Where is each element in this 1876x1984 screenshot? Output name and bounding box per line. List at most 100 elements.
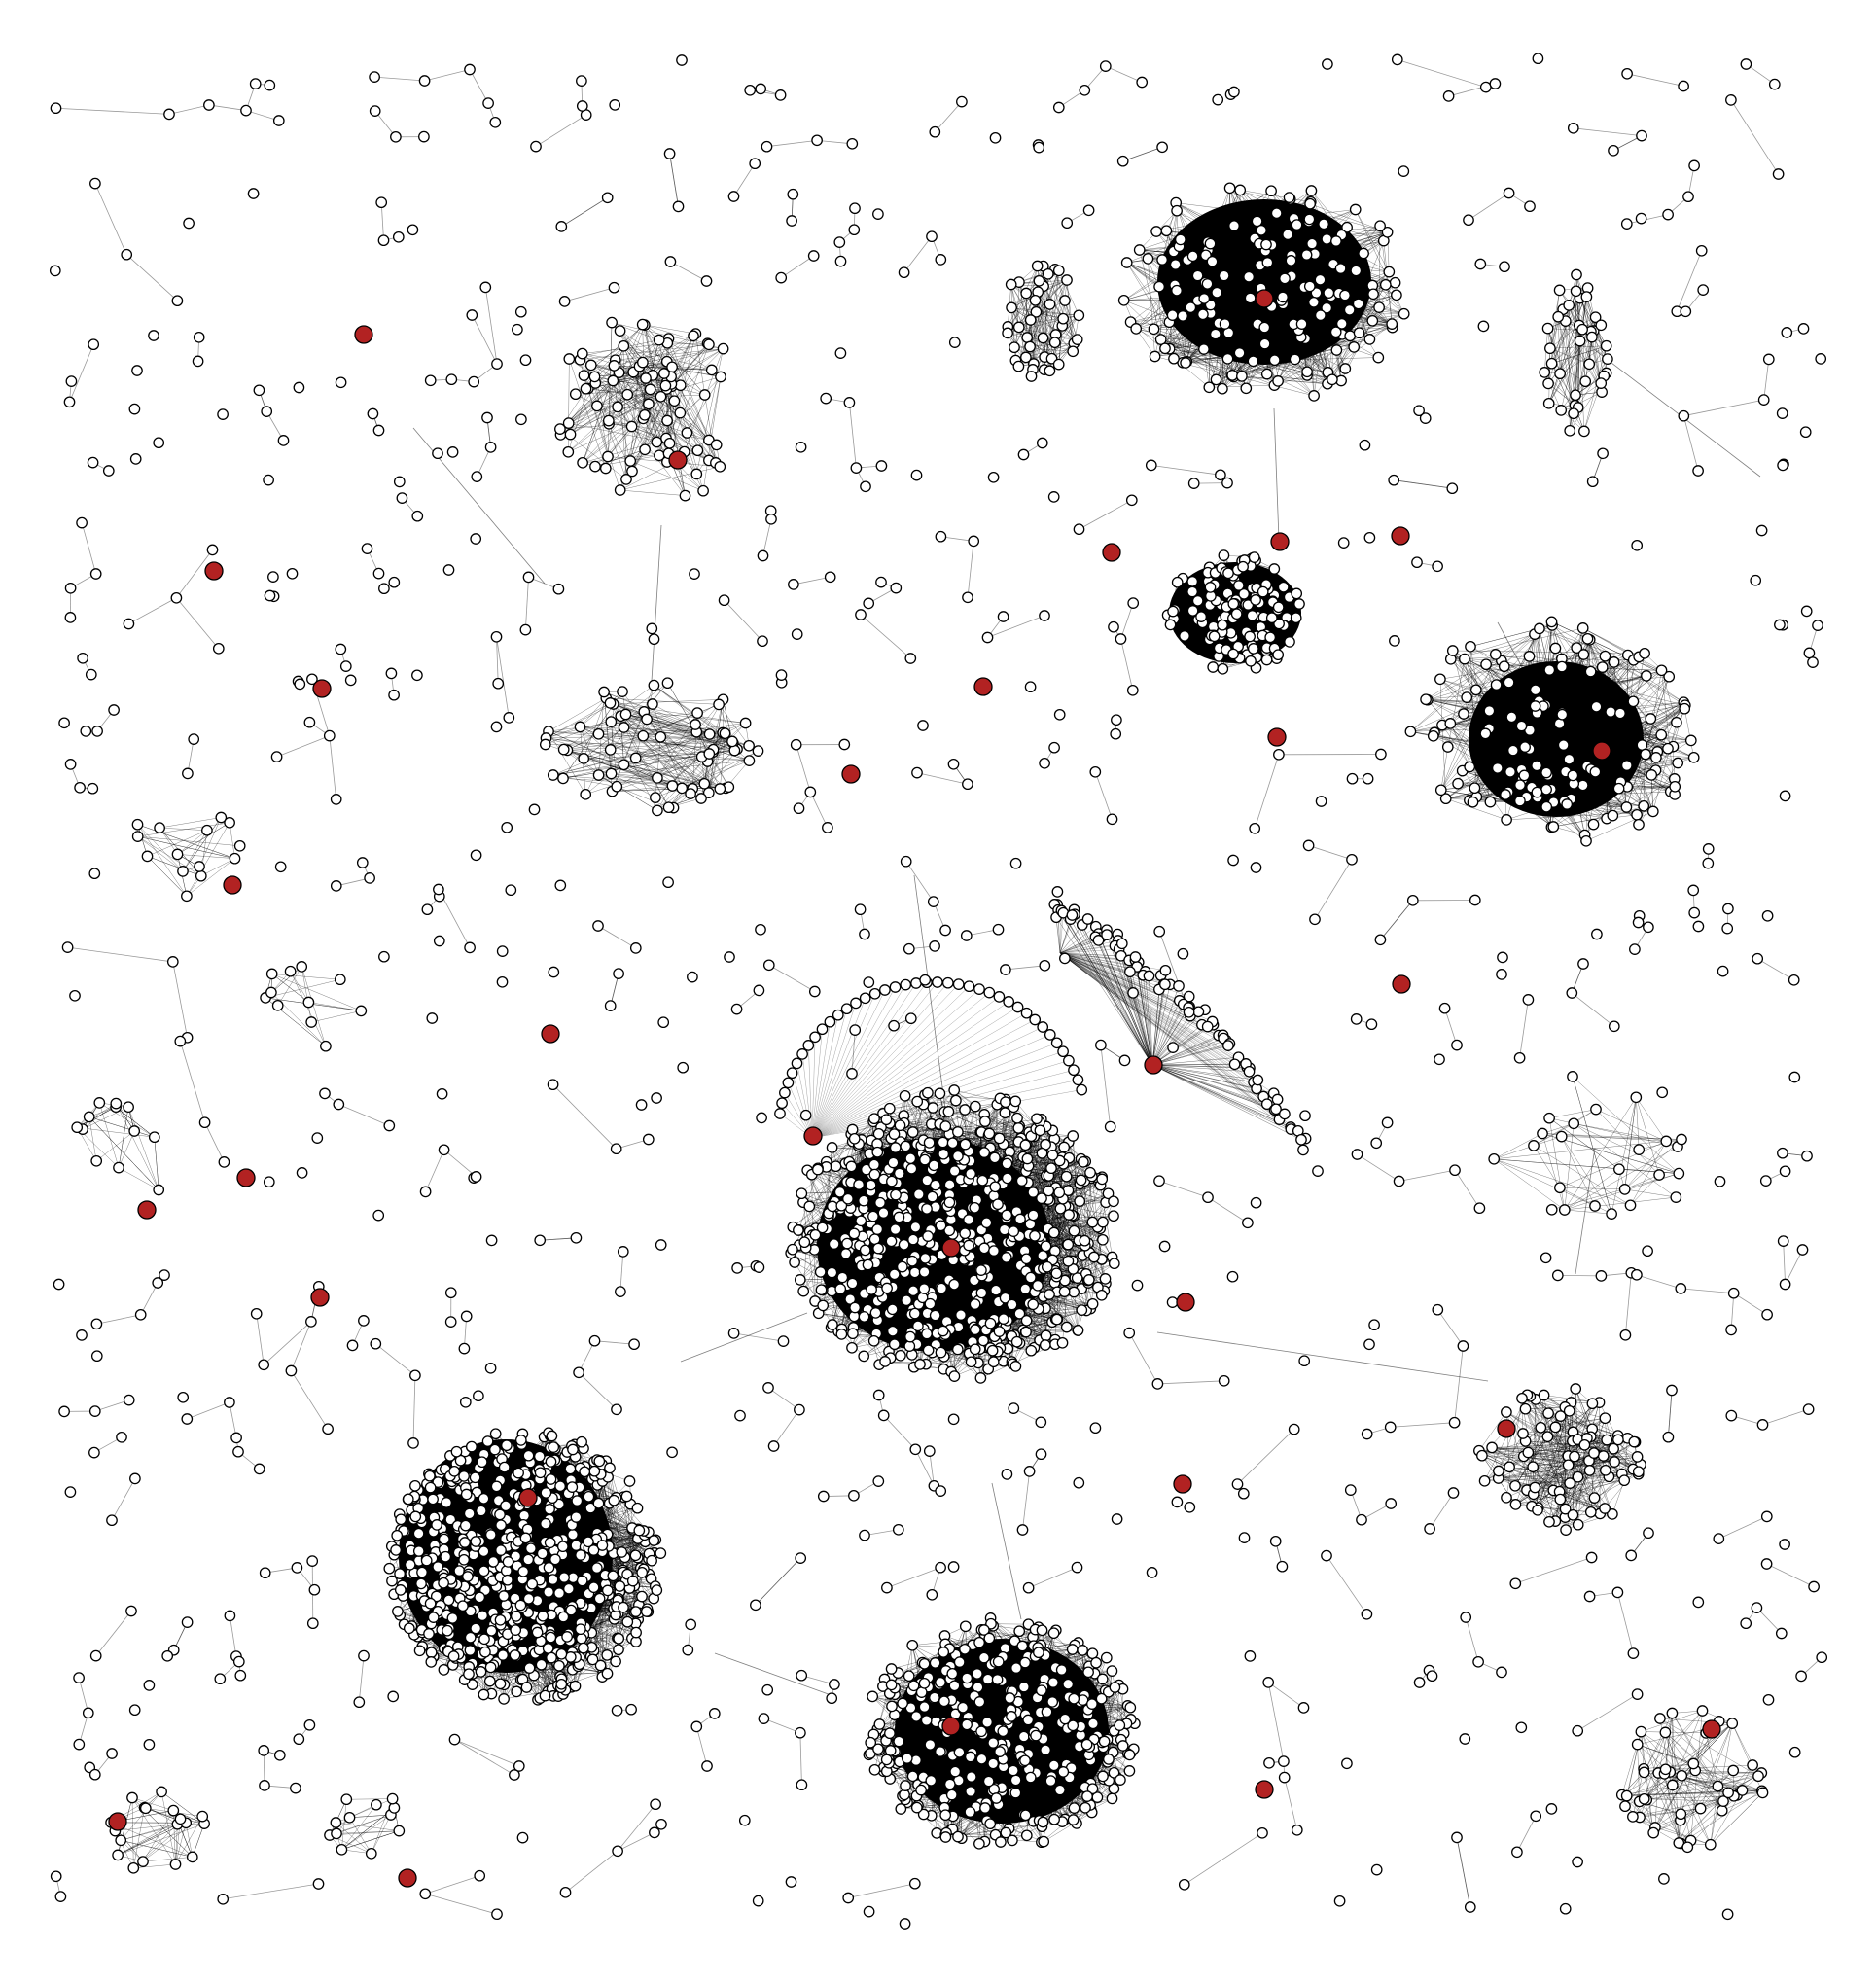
edge — [811, 982, 917, 1139]
edge — [811, 1001, 1009, 1139]
edge — [1589, 639, 1684, 703]
edge — [1557, 316, 1576, 396]
edge — [1064, 300, 1075, 344]
edge — [1059, 926, 1096, 954]
edge — [1098, 939, 1153, 1066]
edge — [1551, 363, 1586, 382]
edge — [1059, 952, 1247, 1065]
edge — [1450, 627, 1583, 660]
edge — [1447, 658, 1466, 748]
edge — [811, 986, 896, 1139]
edge — [1549, 347, 1590, 365]
edge — [1151, 1043, 1230, 1066]
edge — [792, 1073, 813, 1139]
edge — [1549, 325, 1579, 349]
edge — [1043, 286, 1056, 336]
edge — [1151, 1026, 1208, 1066]
edge — [1055, 917, 1061, 954]
edge — [1059, 952, 1229, 1046]
edge — [1151, 1000, 1181, 1066]
edge — [1151, 1064, 1258, 1081]
edge — [811, 993, 875, 1139]
edge — [1059, 912, 1064, 954]
edge — [1558, 316, 1603, 393]
edge — [1450, 723, 1470, 767]
edge — [1059, 952, 1190, 1008]
edge — [1059, 952, 1223, 1036]
edge — [1149, 975, 1153, 1066]
edge — [1549, 345, 1607, 349]
edge — [1059, 952, 1184, 1005]
edge — [1568, 304, 1602, 384]
edge — [1151, 1007, 1189, 1066]
edge — [1151, 1064, 1255, 1082]
edge — [1051, 315, 1080, 359]
edge — [1650, 774, 1654, 812]
edge — [1240, 190, 1311, 202]
edge — [811, 982, 928, 1139]
edge — [1148, 258, 1155, 357]
edge — [1548, 348, 1551, 404]
edge — [1355, 209, 1390, 272]
edge — [1126, 262, 1170, 323]
edge — [811, 989, 886, 1139]
edge — [1059, 952, 1189, 1009]
edge — [811, 1029, 823, 1139]
edge — [1059, 952, 1121, 956]
edge — [1059, 952, 1258, 1081]
edge — [1059, 952, 1235, 1065]
edge — [1151, 1040, 1226, 1066]
edge — [801, 1053, 813, 1139]
edge — [1151, 1056, 1239, 1066]
edge — [1081, 924, 1153, 1066]
edge — [796, 1063, 813, 1139]
edge — [1059, 952, 1278, 1100]
edge — [1059, 952, 1251, 1069]
edge — [1560, 297, 1587, 410]
edge — [1683, 708, 1694, 758]
edge — [811, 1012, 1027, 1139]
edge — [1059, 948, 1119, 954]
edge — [811, 1007, 1018, 1139]
edge — [1059, 945, 1115, 954]
edge — [1203, 348, 1233, 376]
edge — [1561, 382, 1602, 411]
edge — [1064, 300, 1078, 340]
edge — [1151, 984, 1166, 1066]
edge — [1306, 336, 1351, 376]
edge — [811, 998, 866, 1139]
edge — [1452, 650, 1646, 655]
edge — [1074, 914, 1153, 1066]
edge — [1025, 342, 1075, 358]
edge — [1059, 952, 1264, 1097]
edge — [1025, 293, 1028, 338]
edge — [1126, 262, 1187, 363]
edge — [1627, 655, 1678, 723]
edge — [1241, 375, 1328, 384]
edge — [1106, 935, 1153, 1066]
edge — [1551, 331, 1592, 364]
edge — [1059, 952, 1292, 1128]
edge — [1059, 952, 1302, 1141]
edge — [1059, 952, 1220, 1036]
edge — [1652, 722, 1678, 812]
edge — [1010, 284, 1031, 321]
edge — [1057, 909, 1153, 1066]
edge — [1059, 952, 1138, 968]
edge — [1151, 1010, 1206, 1066]
edge — [811, 1026, 1044, 1139]
edge — [811, 1021, 831, 1139]
edge — [811, 983, 959, 1139]
edge — [811, 986, 970, 1139]
edge — [1063, 912, 1153, 1066]
edge — [811, 1043, 1057, 1139]
edge — [1559, 321, 1567, 374]
edge — [1059, 952, 1275, 1111]
edge — [1059, 952, 1191, 1016]
edge — [1106, 930, 1153, 1066]
edge — [811, 1037, 816, 1139]
edge — [1151, 989, 1160, 1066]
edge — [1059, 952, 1255, 1082]
edge — [811, 988, 980, 1139]
